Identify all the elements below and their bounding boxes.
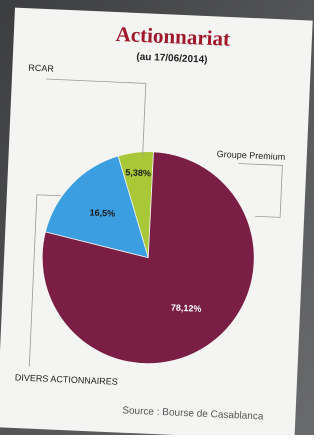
chart: Actionnariat (au 17/06/2014) Source : Bo…	[0, 0, 314, 435]
value-label: 78,12%	[171, 302, 202, 313]
card: Actionnariat (au 17/06/2014) Source : Bo…	[0, 8, 313, 435]
legend-label: RCAR	[28, 63, 54, 74]
page: Actionnariat (au 17/06/2014) Source : Bo…	[0, 0, 314, 435]
value-label: 5,38%	[125, 167, 151, 178]
chart-title: Actionnariat	[115, 22, 230, 51]
value-label: 16,5%	[89, 207, 115, 218]
